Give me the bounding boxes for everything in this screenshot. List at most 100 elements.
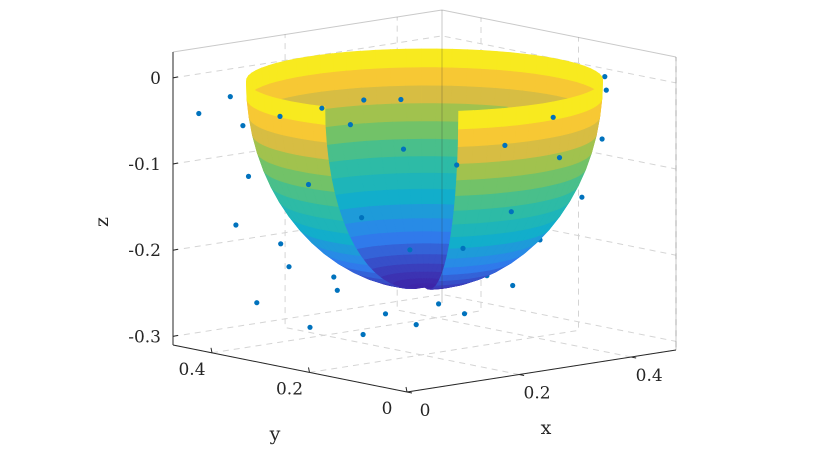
surface-patch	[547, 57, 560, 78]
scatter-point	[360, 331, 366, 338]
surface-patch	[433, 172, 448, 190]
surface-patch	[257, 91, 266, 113]
z-grid-line	[172, 293, 677, 342]
surface-patch	[507, 88, 523, 109]
surface-patch	[276, 60, 287, 82]
scatter-point	[599, 136, 605, 142]
surface-patch	[393, 139, 409, 158]
scatter-point	[227, 94, 233, 100]
surface-patch	[583, 65, 592, 88]
surface-patch	[313, 140, 329, 160]
scatter-point	[407, 247, 413, 253]
surface-patch	[406, 121, 422, 140]
surface-patch	[333, 88, 350, 109]
scatter-point	[359, 215, 365, 221]
surface-patch	[407, 156, 423, 174]
surface-patch	[376, 103, 393, 124]
surface-patch	[495, 69, 511, 90]
surface-patch	[481, 68, 498, 89]
scatter-point	[550, 114, 556, 120]
surface-patch	[396, 172, 411, 191]
surface-patch	[540, 101, 554, 123]
surface-patch	[522, 71, 537, 93]
surface-patch	[550, 117, 563, 138]
z-tick-label: 0	[150, 69, 161, 89]
scatter-point	[305, 181, 312, 188]
y-tick-label: 0	[382, 399, 393, 419]
surface-patch	[348, 105, 365, 126]
scatter-point	[307, 324, 313, 330]
scatter-point	[454, 162, 460, 168]
surface-patch	[562, 97, 573, 119]
surface-patch	[362, 104, 379, 124]
surface-patch	[453, 194, 470, 211]
surface-patch	[290, 118, 303, 140]
surface-patch	[436, 48, 453, 68]
tick-labels: 0 0.2 0.4 0 0.2 0.4 0 -0.1 -0.2 -0.3	[128, 69, 662, 421]
x-tick-label: 0.2	[524, 384, 551, 404]
surface-patch	[455, 179, 472, 197]
surface-patch	[485, 143, 502, 163]
z-tick-label: -0.2	[128, 241, 161, 261]
surface-patch	[451, 48, 468, 69]
surface-patch	[458, 110, 475, 130]
surface-patch	[422, 231, 432, 244]
z-axis-label: z	[91, 217, 113, 227]
scatter-point	[398, 96, 404, 103]
scatter-point	[400, 146, 407, 152]
surface-patch	[576, 63, 586, 85]
right-top-edge	[441, 9, 677, 58]
surface-patch	[268, 62, 278, 84]
surface-patch	[413, 231, 424, 245]
surface-patch	[347, 87, 364, 108]
surface-patch	[436, 66, 453, 86]
surface-patch	[332, 51, 347, 73]
x-axis-label: x	[541, 417, 552, 439]
surface-patch	[421, 172, 435, 190]
scatter-point	[277, 113, 283, 119]
scatter-point	[286, 264, 292, 270]
surface-patch	[261, 65, 270, 87]
surface-patch	[374, 49, 391, 69]
surface-patch	[496, 51, 512, 72]
surface-patch	[420, 66, 438, 86]
surface-patch	[436, 84, 453, 105]
scatter-point	[240, 123, 246, 129]
surface-patch	[364, 122, 381, 142]
x-tick-label: 0.4	[636, 366, 663, 386]
surface-patch	[465, 85, 482, 106]
surface-patch	[535, 55, 549, 76]
surface-patch	[421, 204, 434, 219]
scatter-point	[334, 287, 340, 293]
surface-patch	[571, 94, 581, 117]
surface-patch	[466, 67, 483, 88]
surface-patch	[487, 126, 503, 146]
surface-patch	[390, 66, 407, 87]
surface-patch	[487, 108, 504, 128]
surface-patch	[472, 127, 489, 147]
surface-patch	[502, 106, 517, 127]
surface-patch	[497, 159, 514, 178]
z-grid-line	[172, 35, 677, 84]
surface-patch	[435, 103, 452, 123]
surface-patch	[567, 61, 578, 83]
surface-patch	[407, 138, 423, 158]
surface-patch	[528, 103, 542, 124]
surface-patch	[421, 138, 437, 157]
surface-patch	[379, 139, 396, 158]
surface-patch	[394, 156, 410, 175]
bowl-surface	[245, 48, 604, 290]
scatter-point	[254, 300, 260, 306]
surface-patch	[421, 103, 437, 122]
surface-patch	[421, 188, 435, 205]
z-tick-label: -0.3	[128, 327, 161, 347]
surface-patch	[312, 122, 327, 143]
scatter-point	[382, 311, 389, 317]
surface-patch	[375, 67, 392, 87]
surface-patch	[481, 50, 498, 70]
z-tick	[172, 76, 179, 79]
surface-patch	[405, 84, 422, 105]
scatter-point	[331, 274, 337, 280]
surface-patch	[556, 77, 569, 99]
surface-patch	[414, 243, 424, 255]
